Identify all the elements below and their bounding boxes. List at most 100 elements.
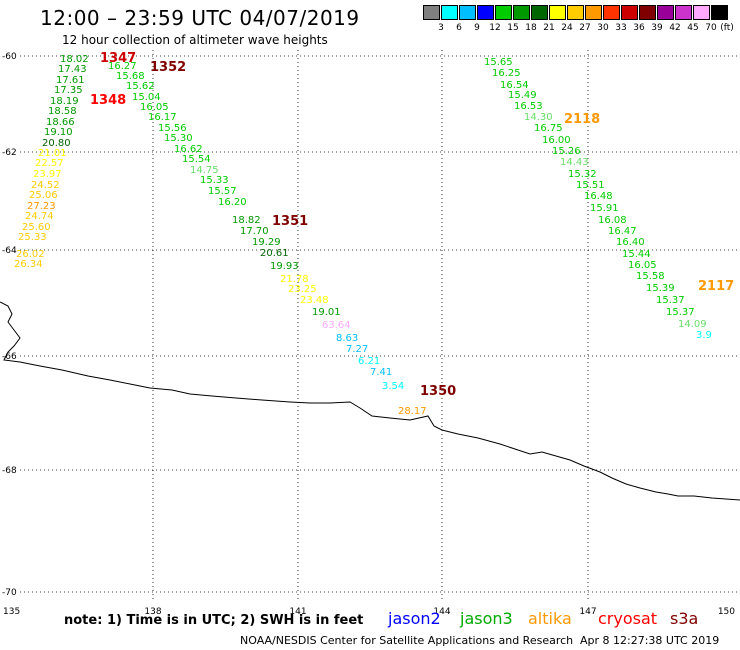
wave-height-value: 15.30 (164, 133, 193, 144)
color-swatch (495, 5, 512, 20)
latitude-label: -60 (2, 52, 17, 62)
wave-height-labels: 18.0217.4317.6117.3518.1918.5818.6619.10… (14, 54, 712, 417)
wave-height-value: 22.57 (35, 158, 64, 169)
wave-height-value: 15.39 (646, 283, 675, 294)
wave-height-value: 17.61 (56, 75, 85, 86)
wave-height-value: 24.52 (31, 180, 60, 191)
wave-height-value: 15.37 (666, 307, 695, 318)
wave-height-value: 15.68 (116, 71, 145, 82)
color-swatch-label: 12 (489, 23, 501, 33)
latitude-label: -68 (2, 466, 17, 476)
satellite-legend-item: jason2 (388, 609, 441, 628)
color-swatch-label: 33 (615, 23, 627, 33)
color-swatch-label: 18 (525, 23, 537, 33)
longitude-label: 135 (3, 607, 20, 617)
wave-height-value: 14.43 (560, 157, 589, 168)
longitude-label: 144 (433, 607, 450, 617)
wave-height-value: 19.01 (312, 307, 341, 318)
color-swatch-label: 6 (456, 23, 462, 33)
color-swatch (459, 5, 476, 20)
wave-height-value: 15.62 (126, 81, 155, 92)
wave-height-value: 16.75 (534, 123, 563, 134)
graticule: 135 138 141 144 147 150 -60 -62 -64 -66 -68 -70 (2, 50, 740, 617)
wave-height-value: 15.54 (182, 154, 211, 165)
wave-height-value: 16.53 (514, 101, 543, 112)
wave-height-value: 26.02 (16, 249, 45, 260)
wave-height-value: 16.05 (628, 260, 657, 271)
wave-height-value: 21.78 (280, 274, 309, 285)
wave-height-value: 18.66 (46, 117, 75, 128)
antarctic-coastline (0, 301, 740, 501)
color-swatch (675, 5, 692, 20)
color-swatch (513, 5, 530, 20)
pass-id-label: 1350 (420, 384, 456, 399)
wave-height-value: 23.97 (33, 169, 62, 180)
wave-height-value: 19.29 (252, 237, 281, 248)
satellite-legend-item: s3a (670, 609, 699, 628)
color-swatch (639, 5, 656, 20)
longitude-label: 147 (579, 607, 596, 617)
wave-height-value: 3.9 (696, 330, 712, 341)
wave-height-value: 16.20 (218, 197, 247, 208)
wave-height-value: 18.82 (232, 215, 261, 226)
color-swatch (693, 5, 710, 20)
wave-height-value: 15.65 (484, 57, 513, 68)
wave-height-value: 16.54 (500, 80, 529, 91)
wave-height-value: 15.37 (656, 295, 685, 306)
color-swatch (423, 5, 440, 20)
wave-height-value: 15.04 (132, 92, 161, 103)
longitude-label: 141 (289, 607, 306, 617)
color-swatch-label: 42 (669, 23, 681, 33)
credit-text: NOAA/NESDIS Center for Satellite Applica… (240, 634, 574, 647)
color-swatch (477, 5, 494, 20)
latitude-label: -64 (2, 246, 17, 256)
wave-height-value: 15.91 (590, 203, 619, 214)
wave-height-value: 6.21 (358, 356, 380, 367)
pass-id-label: 1352 (150, 60, 186, 75)
color-swatch-label: 9 (474, 23, 480, 33)
color-swatch (441, 5, 458, 20)
wave-height-value: 16.47 (608, 226, 637, 237)
wave-height-value: 18.02 (60, 54, 89, 65)
wave-height-value: 28.17 (398, 406, 427, 417)
wave-height-value: 23.48 (300, 295, 329, 306)
generated-timestamp: Apr 8 12:27:38 UTC 2019 (580, 634, 720, 647)
wave-height-value: 16.08 (598, 215, 627, 226)
color-swatch-label: 21 (543, 23, 555, 33)
wave-height-value: 15.56 (158, 123, 187, 134)
wave-height-value: 17.43 (58, 64, 87, 75)
longitude-label: 150 (718, 607, 735, 617)
wave-height-value: 23.25 (288, 284, 317, 295)
wave-height-value: 14.09 (678, 319, 707, 330)
color-swatch-label: 70 (705, 23, 717, 33)
wave-height-value: 7.27 (346, 344, 368, 355)
color-swatch-label: 39 (651, 23, 663, 33)
wave-height-value: 16.05 (140, 102, 169, 113)
wave-height-value: 14.30 (524, 112, 553, 123)
color-swatch (585, 5, 602, 20)
wave-height-value: 3.54 (382, 381, 404, 392)
wave-height-value: 17.70 (240, 226, 269, 237)
pass-id-label: 1348 (90, 93, 126, 108)
color-swatch (621, 5, 638, 20)
wave-height-value: 16.17 (148, 112, 177, 123)
wave-height-value: 18.19 (50, 96, 79, 107)
page-title: 12:00 – 23:59 UTC 04/07/2019 (40, 6, 360, 30)
wave-height-value: 26.34 (14, 259, 43, 270)
pass-id-label: 2117 (698, 279, 734, 294)
wave-height-value: 19.93 (270, 261, 299, 272)
wave-height-value: 63.64 (322, 320, 351, 331)
color-swatch-label: 3 (438, 23, 444, 33)
latitude-label: -66 (2, 352, 17, 362)
wave-height-value: 15.44 (622, 249, 651, 260)
wave-height-value: 15.32 (568, 169, 597, 180)
wave-height-value: 25.33 (18, 232, 47, 243)
wave-height-value: 17.35 (54, 85, 83, 96)
wave-height-value: 24.74 (25, 211, 54, 222)
wave-height-value: 15.51 (576, 180, 605, 191)
wave-height-value: 15.26 (552, 146, 581, 157)
wave-height-value: 16.00 (542, 135, 571, 146)
wave-height-value: 16.40 (616, 237, 645, 248)
color-swatch (711, 5, 728, 20)
color-swatch-label: 36 (633, 23, 645, 33)
